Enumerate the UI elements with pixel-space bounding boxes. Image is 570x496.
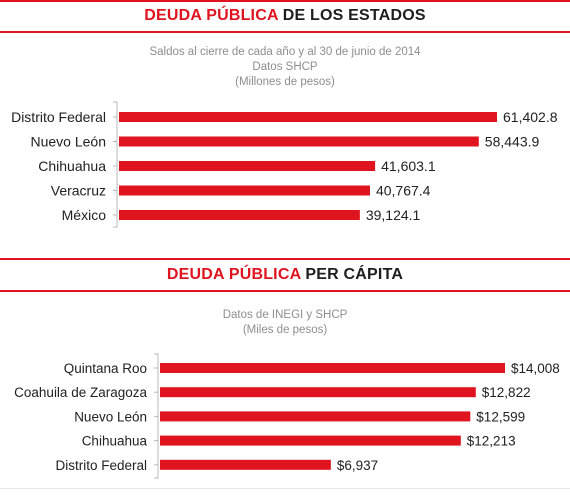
chart-1-heading-rest: DE LOS ESTADOS: [278, 7, 426, 24]
chart-2-category-label: Chihuahua: [82, 434, 148, 449]
chart-2-value-label: $14,008: [511, 361, 560, 376]
chart-2-category-label: Nuevo León: [74, 409, 147, 424]
chart-2-category-label: Distrito Federal: [55, 458, 147, 473]
chart-1-category-label: México: [62, 207, 107, 223]
chart-1-subtitle: Saldos al cierre de cada año y al 30 de …: [100, 45, 470, 90]
chart-1-bar: [119, 112, 497, 122]
chart-1-value-label: 61,402.8: [503, 109, 558, 125]
chart-1-value-label: 39,124.1: [366, 207, 421, 223]
chart-1-subtitle-line-2: Datos SHCP: [252, 61, 318, 73]
top-rule-2: [0, 258, 570, 260]
chart-1-value-label: 40,767.4: [376, 183, 431, 199]
chart-1-bar: [119, 161, 376, 171]
chart-1-plot: Distrito Federal 61,402.8 Nuevo León 58,443…: [11, 101, 558, 228]
chart-1-axis-line: [113, 101, 118, 228]
chart-2-value-label: $12,213: [467, 434, 516, 449]
chart-2-category-label: Coahuila de Zaragoza: [14, 385, 147, 400]
chart-2-bar: [160, 411, 471, 422]
chart-1-heading-accent: DEUDA PÚBLICA: [144, 7, 279, 24]
bottom-rule: [0, 488, 570, 489]
chart-2-subtitle: Datos de INEGI y SHCP (Miles de pesos): [160, 308, 410, 338]
chart-2-bar: [160, 363, 505, 373]
heading-rule-1: [0, 31, 570, 33]
chart-1-category-label: Chihuahua: [38, 158, 106, 174]
chart-1-category-label: Distrito Federal: [11, 109, 106, 125]
chart-2-plot: Quintana Roo $14,008 Coahuila de Zaragoza $…: [14, 353, 560, 479]
chart-2-heading-accent: DEUDA PÚBLICA: [166, 266, 301, 283]
chart-1-heading: DEUDA PÚBLICA DE LOS ESTADOS: [0, 7, 570, 25]
chart-1-value-label: 58,443.9: [485, 134, 540, 150]
chart-1-bar: [119, 136, 479, 147]
heading-rule-2: [0, 290, 570, 292]
chart-1-bar: [119, 185, 370, 196]
chart-2-category-label: Quintana Roo: [64, 361, 147, 376]
chart-2-value-label: $12,822: [482, 385, 531, 400]
top-rule-1: [0, 0, 570, 2]
chart-2-value-label: $6,937: [337, 458, 378, 473]
chart-2-bar: [160, 459, 331, 470]
chart-2-heading: DEUDA PÚBLICA PER CÁPITA: [0, 266, 570, 284]
chart-1-category-label: Nuevo León: [30, 134, 106, 150]
chart-1-bar: [119, 210, 360, 220]
chart-1-value-label: 41,603.1: [381, 158, 436, 174]
chart-2-heading-rest: PER CÁPITA: [300, 266, 404, 283]
chart-2-value-label: $12,599: [476, 409, 525, 424]
chart-2-subtitle-line-2: (Miles de pesos): [242, 324, 328, 336]
chart-1-subtitle-line-3: (Millones de pesos): [235, 76, 335, 88]
chart-2-subtitle-line-1: Datos de INEGI y SHCP: [222, 309, 348, 321]
chart-2-bar: [160, 387, 476, 398]
chart-1-subtitle-line-1: Saldos al cierre de cada año y al 30 de …: [149, 46, 421, 58]
chart-2-bar: [160, 435, 461, 446]
chart-1-category-label: Veracruz: [51, 183, 106, 199]
